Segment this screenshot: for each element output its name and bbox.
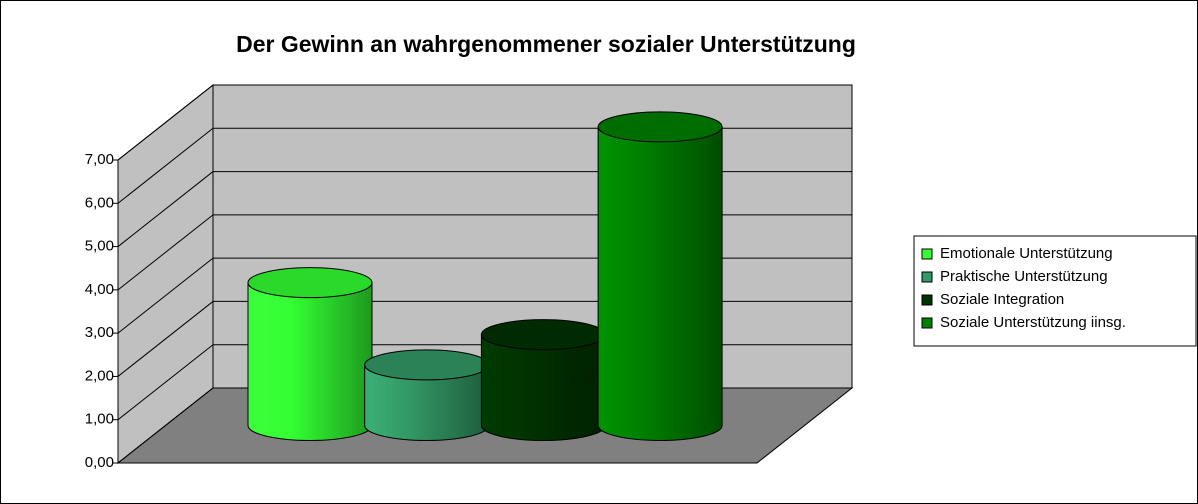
grid-line: [117, 257, 214, 334]
grid-line: [117, 127, 214, 204]
legend-label: Emotionale Unterstützung: [940, 245, 1113, 262]
legend-swatch: [921, 248, 933, 260]
bar-top: [480, 319, 606, 351]
y-tick-label: 2,00: [85, 367, 114, 384]
grid-line: [117, 214, 214, 291]
grid-line: [117, 387, 214, 464]
y-tick-label: 4,00: [85, 281, 114, 298]
y-tick-label: 5,00: [85, 238, 114, 255]
legend-swatch: [921, 294, 933, 306]
y-tick-label: 7,00: [85, 151, 114, 168]
bar: [364, 349, 490, 441]
bar-top: [597, 111, 723, 143]
legend-label: Praktische Unterstützung: [940, 268, 1108, 285]
bar-body: [247, 282, 373, 441]
y-tick-label: 3,00: [85, 324, 114, 341]
legend-swatch: [921, 271, 933, 283]
bar-top: [247, 267, 373, 299]
y-tick-label: 0,00: [85, 454, 114, 471]
bar-body: [480, 334, 606, 441]
bar: [247, 267, 373, 441]
legend-label: Soziale Integration: [940, 291, 1064, 308]
bar-body: [597, 126, 723, 441]
grid-line: [117, 84, 214, 161]
grid-line: [117, 301, 214, 377]
legend-box: [913, 235, 1197, 347]
bar-top: [364, 349, 490, 381]
chart-title: Der Gewinn an wahrgenommener sozialer Un…: [236, 31, 856, 57]
bar: [480, 319, 606, 441]
grid-line: [117, 171, 214, 247]
y-tick-label: 1,00: [85, 411, 114, 428]
y-tick-label: 6,00: [85, 194, 114, 211]
legend-label: Soziale Unterstützung iinsg.: [940, 314, 1126, 331]
bar: [597, 111, 723, 441]
grid-line: [117, 344, 214, 421]
legend-swatch: [921, 317, 933, 329]
